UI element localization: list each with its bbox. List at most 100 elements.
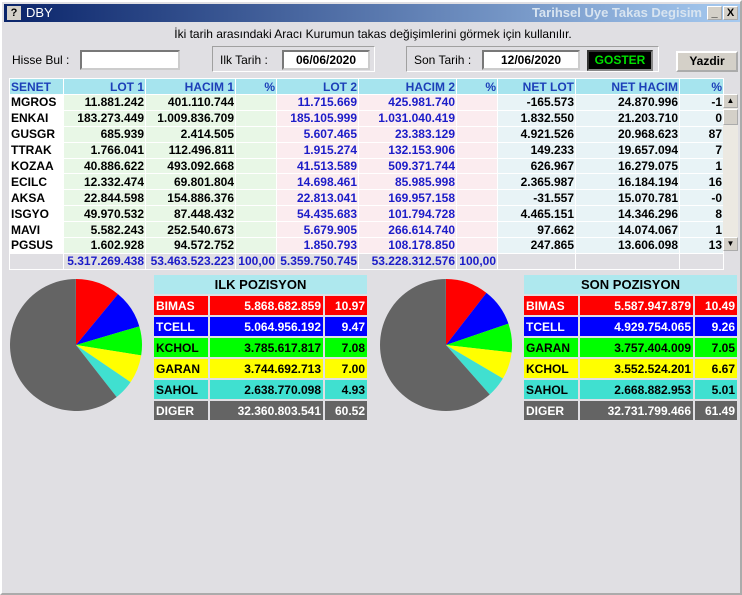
pie-slice-diger: [380, 279, 490, 411]
grid-cell: 69.801.804: [145, 173, 236, 191]
table-row[interactable]: MGROS 11.881.242 401.110.744 11.715.669 425.…: [9, 94, 724, 111]
grid-cell: 97.662: [497, 221, 576, 239]
grid-cell: 13: [679, 237, 724, 254]
grid-cell: 87.448.432: [145, 205, 236, 223]
column-header[interactable]: SENET: [9, 78, 64, 95]
grid-cell: ECILC: [9, 173, 64, 191]
stock-value: 5.868.682.859: [210, 296, 323, 315]
column-header[interactable]: LOT 2: [276, 78, 359, 95]
pie-slice-garan: [446, 323, 512, 353]
scroll-up-arrow-icon[interactable]: ▲: [723, 94, 738, 108]
table-row[interactable]: ECILC 12.332.474 69.801.804 14.698.461 85.98…: [9, 173, 724, 191]
column-header[interactable]: LOT 1: [63, 78, 146, 95]
table-row[interactable]: PGSUS 1.602.928 94.572.752 1.850.793 108.178…: [9, 237, 724, 254]
table-row[interactable]: ISGYO 49.970.532 87.448.432 54.435.683 101.7…: [9, 205, 724, 223]
goster-button[interactable]: GOSTER: [587, 50, 653, 71]
grid-cell: [235, 237, 277, 254]
ilk-tarih-input[interactable]: 06/06/2020: [282, 50, 370, 70]
table-row[interactable]: KOZAA 40.886.622 493.092.668 41.513.589 509.…: [9, 157, 724, 175]
column-header[interactable]: %: [679, 78, 724, 95]
minimize-button[interactable]: _: [707, 6, 722, 20]
grid-cell: 132.153.906: [358, 141, 457, 159]
stock-pct: 10.49: [695, 296, 738, 315]
grid-cell: 252.540.673: [145, 221, 236, 239]
stock-name: TCELL: [154, 317, 208, 336]
total-cell: [575, 252, 680, 270]
grid-cell: [456, 125, 498, 143]
grid-cell: 8: [679, 205, 724, 223]
grid-cell: 266.614.740: [358, 221, 457, 239]
help-icon[interactable]: ?: [7, 6, 21, 20]
grid-cell: 21.203.710: [575, 109, 680, 127]
position-row: BIMAS 5.587.947.879 10.49: [524, 296, 738, 315]
pie-slice-garan: [76, 345, 142, 383]
table-row[interactable]: GUSGR 685.939 2.414.505 5.607.465 23.383.129…: [9, 125, 724, 143]
column-header[interactable]: HACIM 2: [358, 78, 457, 95]
grid-cell: 14.346.296: [575, 205, 680, 223]
column-header[interactable]: %: [235, 78, 277, 95]
grid-cell: [456, 189, 498, 207]
grid-cell: 11.715.669: [276, 94, 359, 111]
grid-cell: 154.886.376: [145, 189, 236, 207]
table-row[interactable]: MAVI 5.582.243 252.540.673 5.679.905 266.614…: [9, 221, 724, 239]
grid-cell: 1.832.550: [497, 109, 576, 127]
info-text: İki tarih arasındaki Aracı Kurumun takas…: [174, 27, 572, 41]
grid-cell: 1.766.041: [63, 141, 146, 159]
close-button[interactable]: X: [723, 6, 738, 20]
grid-cell: [235, 173, 277, 191]
grid-cell: 626.967: [497, 157, 576, 175]
stock-name: KCHOL: [524, 359, 578, 378]
position-row: SAHOL 2.638.770.098 4.93: [154, 380, 367, 399]
position-row: BIMAS 5.868.682.859 10.97: [154, 296, 367, 315]
grid-cell: 1.031.040.419: [358, 109, 457, 127]
hisse-bul-input[interactable]: [80, 50, 180, 70]
grid-cell: GUSGR: [9, 125, 64, 143]
grid-cell: 41.513.589: [276, 157, 359, 175]
grid-cell: 685.939: [63, 125, 146, 143]
hisse-bul-label: Hisse Bul :: [12, 53, 70, 67]
pie-slice-bimas: [76, 279, 118, 345]
son-tarih-input[interactable]: 12/06/2020: [482, 50, 580, 70]
table-row[interactable]: TTRAK 1.766.041 112.496.811 1.915.274 132.15…: [9, 141, 724, 159]
grid-cell: 149.233: [497, 141, 576, 159]
stock-pct: 7.05: [695, 338, 738, 357]
yazdir-button[interactable]: Yazdir: [676, 51, 738, 72]
son-tarih-label: Son Tarih :: [414, 53, 472, 67]
stock-pct: 9.26: [695, 317, 738, 336]
grid-cell: 20.968.623: [575, 125, 680, 143]
grid-cell: -165.573: [497, 94, 576, 111]
column-header[interactable]: NET LOT: [497, 78, 576, 95]
table-row[interactable]: ENKAI 183.273.449 1.009.836.709 185.105.999…: [9, 109, 724, 127]
grid-cell: 112.496.811: [145, 141, 236, 159]
scroll-down-arrow-icon[interactable]: ▼: [723, 237, 738, 251]
grid-cell: 22.844.598: [63, 189, 146, 207]
scroll-thumb[interactable]: [723, 109, 738, 125]
total-cell: 100,00: [456, 252, 498, 270]
stock-name: SAHOL: [524, 380, 578, 399]
column-header[interactable]: %: [456, 78, 498, 95]
grid-cell: -31.557: [497, 189, 576, 207]
grid-cell: 87: [679, 125, 724, 143]
grid-cell: 16: [679, 173, 724, 191]
column-header[interactable]: HACIM 1: [145, 78, 236, 95]
position-row: TCELL 4.929.754.065 9.26: [524, 317, 738, 336]
grid-header: SENET LOT 1 HACIM 1% LOT 2 HACIM 2% NET LOT NE…: [9, 78, 724, 95]
grid-cell: 16.279.075: [575, 157, 680, 175]
stock-name: SAHOL: [154, 380, 208, 399]
ilk-tarih-group: [212, 46, 375, 72]
grid-cell: 1.915.274: [276, 141, 359, 159]
stock-name: BIMAS: [524, 296, 578, 315]
grid-cell: 1.602.928: [63, 237, 146, 254]
position-row: KCHOL 3.552.524.201 6.67: [524, 359, 738, 378]
table-row[interactable]: AKSA 22.844.598 154.886.376 22.813.041 169.9…: [9, 189, 724, 207]
grid-cell: 493.092.668: [145, 157, 236, 175]
position-row: SAHOL 2.668.882.953 5.01: [524, 380, 738, 399]
grid-cell: 2.365.987: [497, 173, 576, 191]
stock-pct: 4.93: [325, 380, 367, 399]
total-cell: 5.359.750.745: [276, 252, 359, 270]
grid-cell: 169.957.158: [358, 189, 457, 207]
grid-scrollbar[interactable]: ▲ ▼: [723, 94, 738, 251]
column-header[interactable]: NET HACIM: [575, 78, 680, 95]
pie-slice-tcell: [446, 292, 509, 345]
